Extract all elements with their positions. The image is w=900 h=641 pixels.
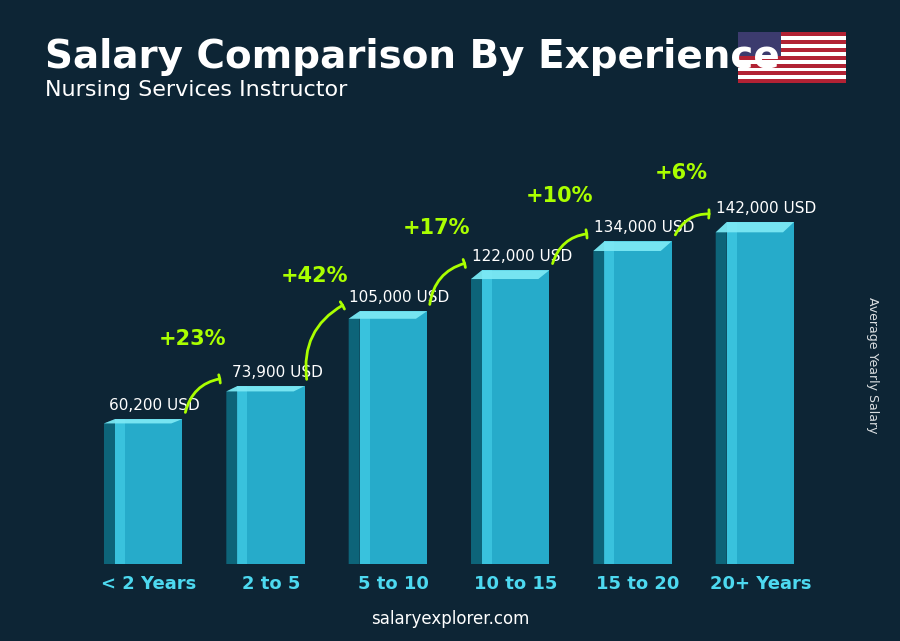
Polygon shape <box>716 222 726 564</box>
Polygon shape <box>226 386 238 564</box>
Text: 105,000 USD: 105,000 USD <box>349 290 450 305</box>
Text: +17%: +17% <box>403 218 471 238</box>
Text: +10%: +10% <box>526 187 593 206</box>
Polygon shape <box>716 222 794 232</box>
Bar <box>738 32 781 56</box>
Bar <box>738 52 846 56</box>
Polygon shape <box>348 311 427 319</box>
Polygon shape <box>593 241 671 251</box>
Bar <box>726 222 737 564</box>
Text: +6%: +6% <box>655 163 708 183</box>
Text: Nursing Services Instructor: Nursing Services Instructor <box>45 80 347 100</box>
Text: Average Yearly Salary: Average Yearly Salary <box>867 297 879 433</box>
Bar <box>238 386 248 564</box>
Bar <box>738 76 846 79</box>
Bar <box>738 63 846 67</box>
Text: +42%: +42% <box>281 266 348 286</box>
Text: Salary Comparison By Experience: Salary Comparison By Experience <box>45 38 779 76</box>
Text: salaryexplorer.com: salaryexplorer.com <box>371 610 529 628</box>
Text: 73,900 USD: 73,900 USD <box>231 365 322 380</box>
Bar <box>360 311 370 564</box>
Text: 122,000 USD: 122,000 USD <box>472 249 572 264</box>
Polygon shape <box>348 311 360 564</box>
Bar <box>482 271 492 564</box>
Bar <box>738 40 846 44</box>
Polygon shape <box>104 419 183 424</box>
Bar <box>738 36 846 40</box>
Bar <box>738 56 846 60</box>
Text: +23%: +23% <box>158 329 226 349</box>
Bar <box>115 419 125 564</box>
Bar <box>738 67 846 72</box>
Bar <box>738 32 846 36</box>
Bar <box>738 79 846 83</box>
Polygon shape <box>226 386 304 392</box>
Bar <box>726 222 794 564</box>
Bar <box>605 241 615 564</box>
Bar <box>115 419 183 564</box>
Polygon shape <box>104 419 115 564</box>
Text: 60,200 USD: 60,200 USD <box>110 398 200 413</box>
Bar <box>738 44 846 48</box>
Bar <box>738 72 846 76</box>
Text: 142,000 USD: 142,000 USD <box>716 201 816 216</box>
Polygon shape <box>471 271 482 564</box>
Text: 134,000 USD: 134,000 USD <box>594 221 694 235</box>
Polygon shape <box>593 241 605 564</box>
Polygon shape <box>471 271 549 279</box>
Bar <box>738 48 846 52</box>
Bar <box>482 271 549 564</box>
Bar <box>238 386 304 564</box>
Bar <box>605 241 671 564</box>
Bar <box>738 60 846 63</box>
Bar <box>360 311 427 564</box>
